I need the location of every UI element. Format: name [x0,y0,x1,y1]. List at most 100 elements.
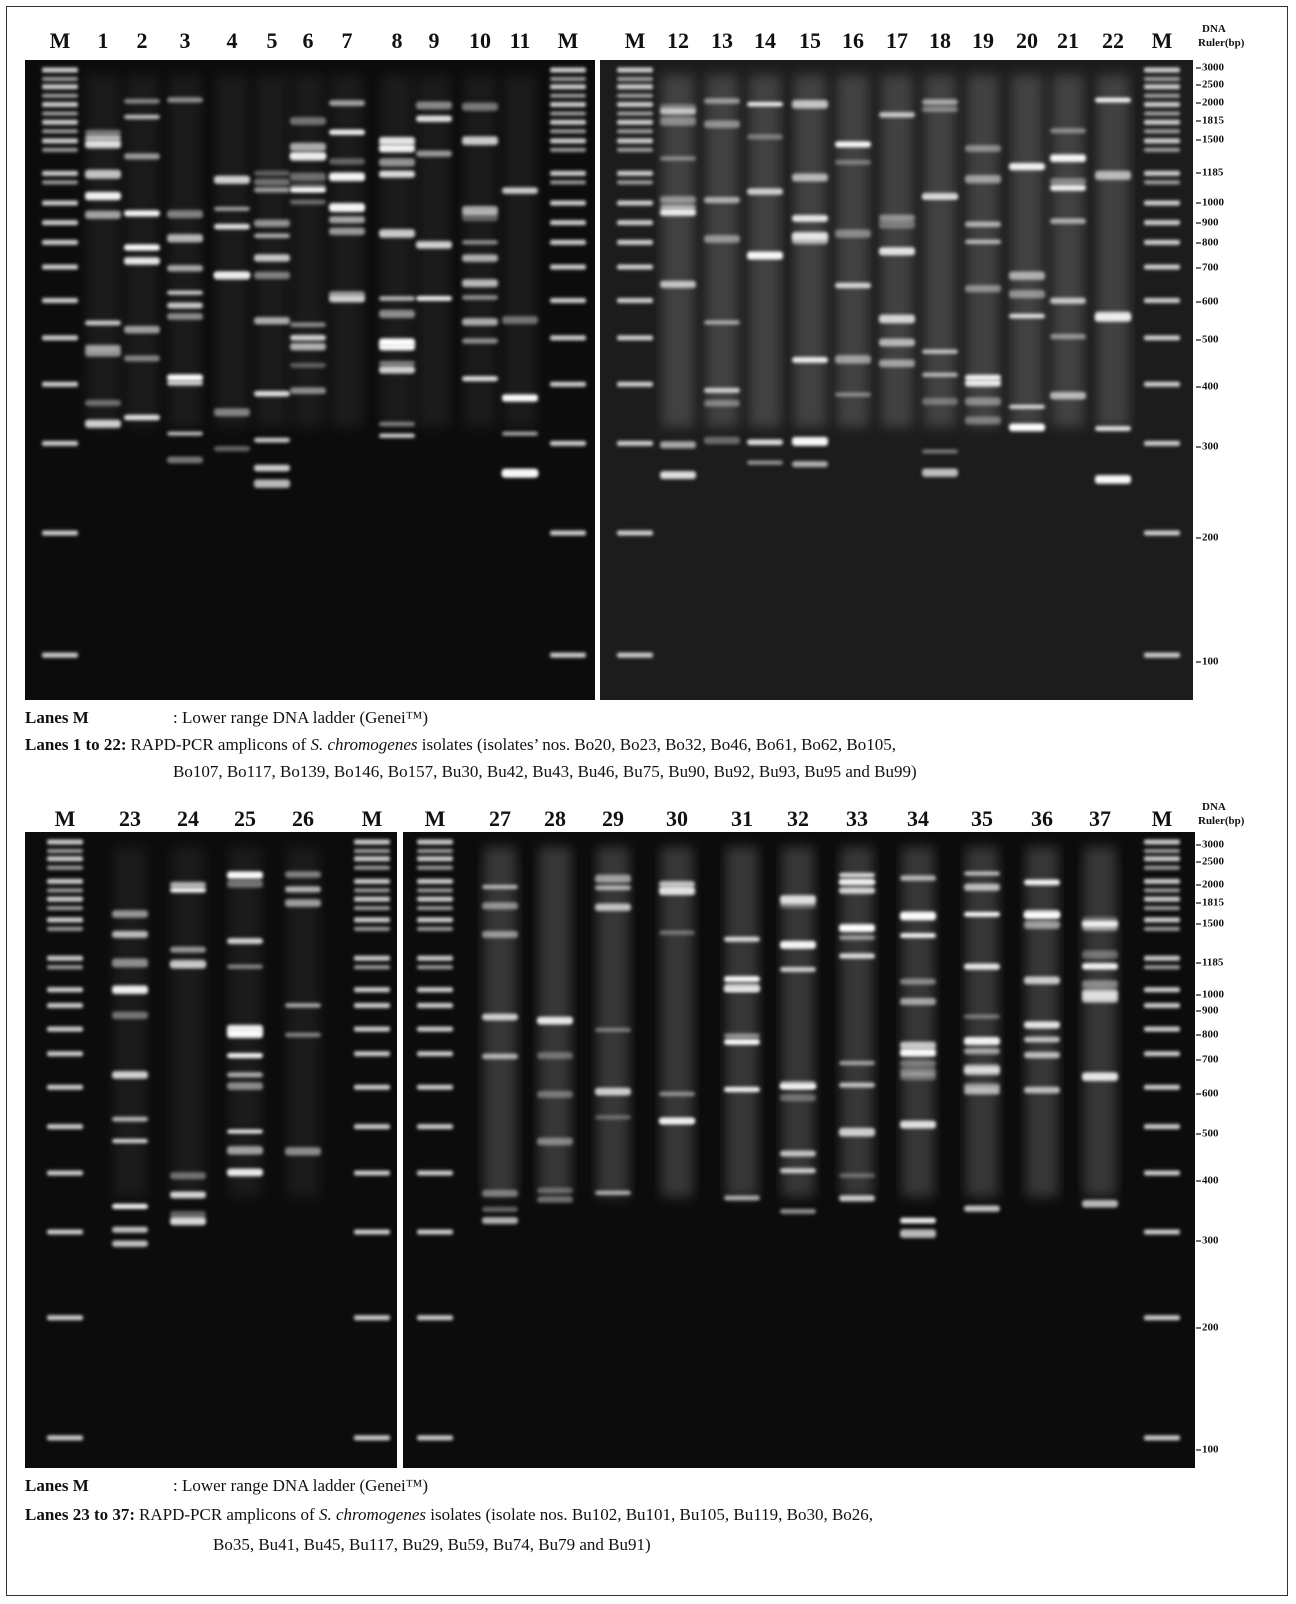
band [964,871,1000,876]
band [329,216,365,224]
ladder-band [417,1026,453,1032]
band [724,1086,760,1093]
band [290,199,326,205]
band [112,985,148,994]
band [254,479,290,488]
band [170,1172,206,1180]
ladder-band [354,856,390,862]
band [167,290,203,295]
sample-lane [780,847,816,1214]
ladder-band [42,239,78,245]
band [900,1041,936,1050]
ladder-band [1144,1170,1180,1176]
sample-lane [537,847,573,1203]
band [1050,185,1086,191]
sample-lane [835,75,871,427]
sample-lane [964,847,1000,1212]
band [1024,920,1060,929]
band [285,899,321,907]
ladder-band [42,147,78,152]
ladder-band [550,84,586,90]
ladder-band [1144,878,1180,884]
lane-label: 36 [1031,806,1053,831]
ladder-band [1144,440,1180,446]
band [167,431,203,436]
lane-smear [1084,847,1116,1197]
ladder-band [617,239,653,245]
band [85,320,121,326]
band [124,244,160,251]
ladder-band [550,440,586,446]
band [659,1091,695,1097]
band [1082,950,1118,959]
band [379,343,415,351]
ladder-band [354,965,390,970]
band [112,1240,148,1247]
band [462,102,498,111]
band [835,355,871,364]
band [112,930,148,938]
lane-label: 29 [602,806,624,831]
ladder-lane [417,839,453,1441]
band [416,101,452,110]
band [900,933,936,938]
ladder-band [354,917,390,923]
ladder-band [42,381,78,387]
sample-lane [416,75,452,427]
lane-label: 13 [711,28,733,53]
band [85,210,121,219]
band [290,387,326,394]
band [659,930,695,935]
band [482,930,518,938]
band [839,924,875,932]
band [835,141,871,148]
band [879,359,915,368]
lane-label: 37 [1089,806,1111,831]
sample-lane [285,847,321,1197]
sample-lane [124,75,160,427]
sample-lane [1050,75,1086,427]
band [659,881,695,888]
band [482,902,518,910]
band [965,397,1001,406]
ladder-band [1144,335,1180,341]
ladder-band [417,906,453,911]
ruler-label: 1185 [1202,167,1224,179]
ladder-band [47,1435,83,1441]
band [416,295,452,301]
ladder-band [42,129,78,134]
band [329,227,365,236]
band [965,239,1001,244]
ladder-band [42,220,78,226]
band [780,1150,816,1157]
lane-label: 1 [98,28,109,53]
ladder-band [354,987,390,993]
ladder-band [354,888,390,893]
band [85,191,121,201]
band [227,1168,263,1177]
ladder-band [617,440,653,446]
band [835,160,871,165]
band [1050,391,1086,400]
band [416,150,452,157]
ladder-band [417,856,453,862]
ladder-band [550,119,586,125]
sample-lane [879,75,915,427]
band [704,436,740,445]
ladder-band [42,101,78,107]
band [724,1195,760,1201]
band [747,188,783,195]
ruler-label: 2000 [1202,97,1225,109]
sample-lane [329,75,365,427]
lane-label: 17 [886,28,908,53]
band [922,192,958,200]
band [965,379,1001,387]
band [704,235,740,243]
band [167,380,203,386]
band [329,129,365,136]
lane-smear [924,75,956,427]
lane-label: 5 [267,28,278,53]
lane-label: 2 [137,28,148,53]
ladder-band [354,896,390,902]
ruler-title: Ruler(bp) [1198,37,1245,49]
